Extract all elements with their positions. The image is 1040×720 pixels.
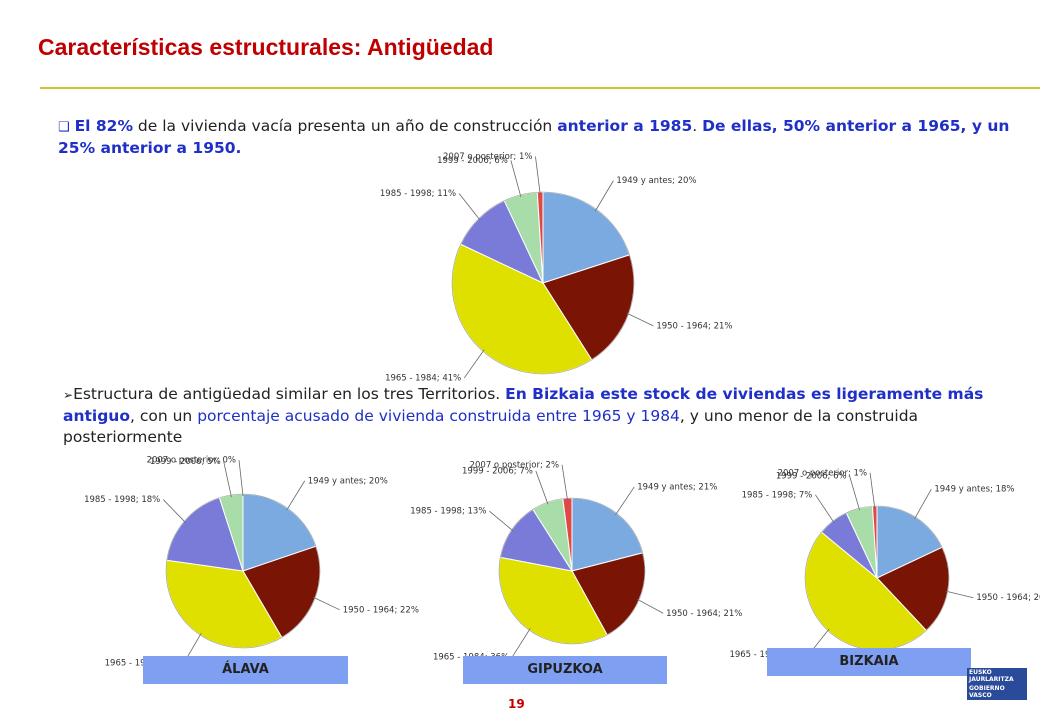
title-rule: [40, 87, 1040, 89]
leader-line: [458, 193, 481, 221]
leader-line: [162, 499, 186, 523]
slice-label: 1949 y antes; 18%: [934, 485, 1014, 495]
slice-label: 1999 - 2006; 5%: [150, 457, 221, 467]
leader-line: [313, 596, 340, 611]
slice-label: 1999 - 2006; 7%: [462, 466, 533, 476]
bullet-2: ➢Estructura de antigüedad similar en los…: [63, 385, 984, 446]
logo: EUSKO JAURLARITZA GOBIERNO VASCO: [935, 668, 1027, 718]
text-run: El 82%: [74, 117, 133, 135]
page-number: 19: [508, 697, 525, 711]
leader-line: [286, 480, 306, 511]
text-run: de la vivienda vacía presenta un año de …: [133, 117, 558, 135]
leader-line: [815, 494, 835, 523]
slice-label: 1949 y antes; 20%: [616, 176, 696, 186]
bullet-1: ❑ El 82% de la vivienda vacía presenta u…: [58, 117, 1010, 157]
slice-label: 2007 o posterior; 2%: [470, 460, 559, 470]
slice-label: 1985 - 1998; 18%: [84, 495, 160, 505]
logo-text: EUSKO JAURLARITZA: [967, 668, 1027, 684]
slice-label: 1965 - 1984; 41%: [385, 373, 461, 383]
slide-title: Características estructurales: Antigüeda…: [38, 34, 494, 60]
slice-label: 1950 - 1964; 21%: [656, 321, 732, 331]
leader-line: [615, 486, 635, 516]
text-run: , y uno menor de la construida posterior…: [63, 407, 919, 446]
slice-label: 1950 - 1964; 21%: [666, 609, 742, 619]
pie-outline: [498, 497, 646, 645]
leader-line: [561, 464, 568, 501]
leader-line: [238, 460, 244, 497]
region-label: GIPUZKOA: [463, 656, 667, 684]
slice-label: 1985 - 1998; 7%: [742, 490, 813, 500]
leader-line: [945, 590, 974, 599]
region-label: BIZKAIA: [767, 648, 971, 676]
leader-line: [594, 180, 614, 212]
slice-label: 1949 y antes; 21%: [637, 482, 717, 492]
slice-label: 1965 - 1984; 36%: [105, 659, 181, 669]
slice-label: 1949 y antes; 20%: [308, 476, 388, 486]
pie-outline: [165, 493, 321, 649]
text-run: porcentaje acusado de vivienda construid…: [197, 407, 680, 425]
leader-line: [463, 349, 485, 379]
leader-line: [511, 628, 531, 658]
text-run: Estructura de antigüedad similar en los …: [73, 385, 506, 403]
slice-label: 1999 - 2006; 6%: [776, 472, 847, 482]
text-run: , con un: [130, 407, 198, 425]
leader-line: [535, 470, 549, 505]
text-run: anterior a 1985: [557, 117, 693, 135]
leader-line: [626, 312, 654, 327]
text-run: .: [692, 117, 703, 135]
leader-line: [535, 156, 541, 195]
leader-line: [223, 461, 232, 497]
leader-line: [869, 472, 876, 509]
leader-line: [914, 488, 932, 520]
pie-outline: [451, 191, 635, 375]
logo-text: GOBIERNO VASCO: [967, 684, 1027, 700]
slice-label: 1950 - 1964; 20%: [976, 593, 1040, 603]
leader-line: [849, 475, 860, 511]
leader-line: [636, 598, 664, 614]
text-run: De ellas, 50% anterior a 1965, y un 25% …: [58, 117, 1010, 157]
leader-line: [489, 510, 514, 532]
slice-label: 2007 o posterior; 1%: [443, 152, 532, 162]
slice-label: 1985 - 1998; 11%: [380, 189, 456, 199]
leader-line: [510, 160, 522, 197]
slice-label: 2007 o posterior; 1%: [778, 468, 867, 478]
slice-label: 1985 - 1998; 13%: [410, 507, 486, 517]
slice-label: 1950 - 1964; 22%: [343, 605, 419, 615]
slice-label: 1999 - 2006; 6%: [437, 156, 508, 166]
text-run: En Bizkaia este stock de viviendas es li…: [63, 385, 984, 425]
region-label: ÁLAVA: [143, 656, 348, 684]
slice-label: 2007 o posterior; 0%: [147, 456, 236, 466]
